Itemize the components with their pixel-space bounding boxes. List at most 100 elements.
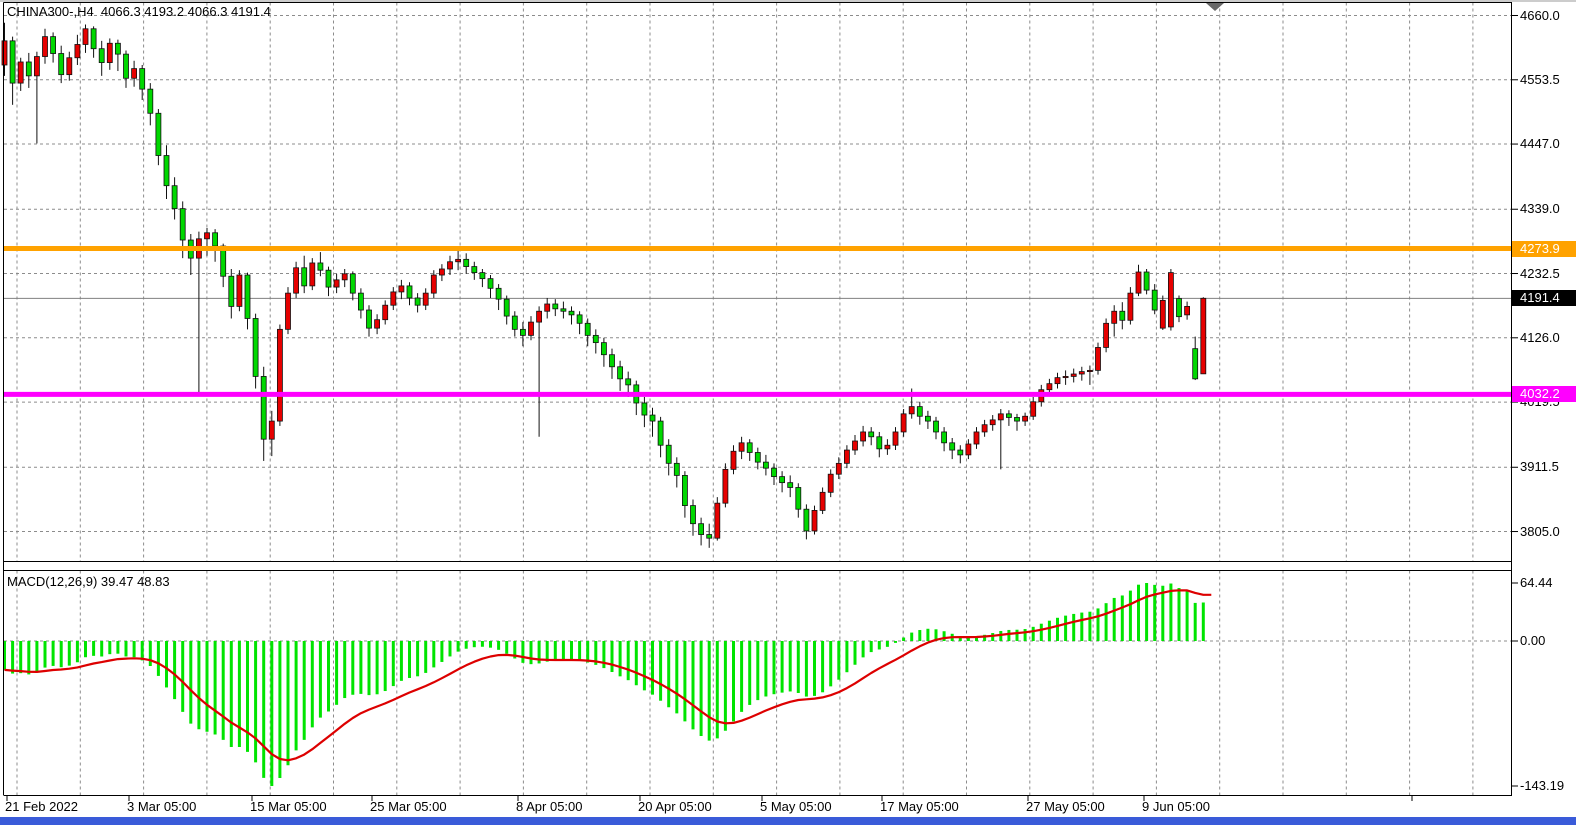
candle-up bbox=[382, 304, 389, 321]
candle-up bbox=[309, 262, 316, 287]
candle-up bbox=[714, 502, 721, 539]
candle-up bbox=[835, 462, 842, 475]
chart-shift-marker-icon[interactable] bbox=[1206, 3, 1224, 11]
candle-up bbox=[1054, 377, 1061, 385]
candle-down bbox=[479, 272, 486, 280]
candle-up bbox=[293, 267, 300, 294]
candle-up bbox=[730, 450, 737, 470]
candle-up bbox=[1111, 310, 1118, 324]
candle-up bbox=[738, 442, 745, 452]
candle-up bbox=[74, 44, 81, 59]
candle-down bbox=[601, 342, 607, 356]
candle-down bbox=[139, 68, 146, 90]
macd-signal-line bbox=[4, 589, 1212, 762]
candle-down bbox=[471, 266, 478, 274]
candle-up bbox=[811, 510, 818, 532]
candle-up bbox=[82, 28, 89, 45]
candle-up bbox=[34, 56, 40, 77]
candle-up bbox=[430, 274, 437, 294]
time-tick-label: 27 May 05:00 bbox=[1026, 799, 1105, 814]
candle-up bbox=[908, 406, 915, 415]
candle-up bbox=[997, 413, 1004, 421]
candle-up bbox=[844, 449, 850, 464]
time-tick-label: 9 Jun 05:00 bbox=[1142, 799, 1210, 814]
candle-down bbox=[9, 40, 16, 84]
candle-down bbox=[787, 482, 794, 488]
candle-down bbox=[698, 523, 704, 535]
candle-down bbox=[90, 28, 97, 50]
candle-down bbox=[147, 88, 154, 114]
candle-down bbox=[357, 292, 364, 311]
candle-up bbox=[860, 431, 866, 442]
candle-up bbox=[852, 440, 858, 451]
candle-down bbox=[301, 267, 308, 287]
candle-down bbox=[706, 534, 713, 539]
candle-down bbox=[25, 61, 32, 77]
candle-up bbox=[398, 285, 405, 293]
candle-down bbox=[779, 476, 785, 484]
candle-up bbox=[1200, 297, 1207, 375]
candle-down bbox=[649, 414, 656, 422]
candle-up bbox=[276, 328, 283, 422]
candle-down bbox=[244, 274, 251, 319]
time-tick-label: 25 Mar 05:00 bbox=[370, 799, 447, 814]
candle-down bbox=[957, 449, 964, 456]
candle-up bbox=[536, 310, 542, 323]
candle-down bbox=[495, 287, 502, 300]
candle-up bbox=[819, 491, 826, 511]
candle-down bbox=[803, 508, 810, 532]
candle-down bbox=[1119, 310, 1126, 321]
candle-up bbox=[333, 279, 340, 288]
candle-down bbox=[746, 442, 753, 453]
time-tick-label: 8 Apr 05:00 bbox=[516, 799, 583, 814]
candle-up bbox=[900, 413, 907, 433]
price-tick-label: 3805.0 bbox=[1520, 523, 1560, 539]
candle-up bbox=[236, 274, 243, 307]
time-tick-label: 5 May 05:00 bbox=[760, 799, 832, 814]
candle-up bbox=[341, 273, 348, 281]
candle-down bbox=[916, 406, 923, 417]
candle-up bbox=[106, 42, 113, 63]
candle-down bbox=[163, 155, 170, 187]
macd-tick-label: 0.00 bbox=[1520, 633, 1546, 648]
candle-up bbox=[1030, 401, 1037, 417]
candle-down bbox=[925, 415, 931, 422]
candle-down bbox=[552, 303, 559, 310]
price-tick-label: 4339.0 bbox=[1520, 201, 1560, 217]
candle-up bbox=[722, 468, 729, 504]
candle-up bbox=[204, 232, 210, 240]
candle-down bbox=[933, 420, 939, 433]
candle-down bbox=[115, 42, 121, 55]
candle-down bbox=[511, 315, 518, 330]
resistance-level-price-label: 4273.9 bbox=[1512, 240, 1576, 257]
candle-down bbox=[568, 310, 575, 316]
candle-up bbox=[1103, 322, 1109, 348]
candle-up bbox=[268, 420, 275, 440]
candle-down bbox=[520, 328, 526, 336]
candle-down bbox=[260, 376, 267, 440]
time-tick-label: 21 Feb 2022 bbox=[5, 799, 79, 814]
candle-down bbox=[657, 420, 664, 446]
macd-tick-label: -143.19 bbox=[1520, 778, 1565, 793]
candle-up bbox=[544, 303, 551, 312]
bottom-bar bbox=[0, 817, 1576, 825]
candle-down bbox=[1014, 417, 1020, 422]
candle-down bbox=[1176, 298, 1182, 318]
candle-down bbox=[317, 262, 324, 271]
candle-down bbox=[1151, 289, 1158, 311]
candle-up bbox=[1159, 299, 1166, 329]
candle-down bbox=[1192, 348, 1199, 380]
candle-up bbox=[1095, 347, 1101, 371]
candle-up bbox=[1, 40, 8, 66]
price-tick-label: 4232.5 bbox=[1520, 265, 1560, 281]
candle-up bbox=[422, 292, 429, 306]
time-tick-label: 3 Mar 05:00 bbox=[127, 799, 197, 814]
candle-down bbox=[463, 258, 470, 267]
candle-up bbox=[827, 473, 834, 493]
price-tick-label: 4660.0 bbox=[1520, 7, 1560, 23]
candle-down bbox=[252, 318, 259, 377]
candle-down bbox=[868, 431, 875, 438]
candle-up bbox=[66, 57, 73, 76]
candle-down bbox=[325, 269, 332, 288]
